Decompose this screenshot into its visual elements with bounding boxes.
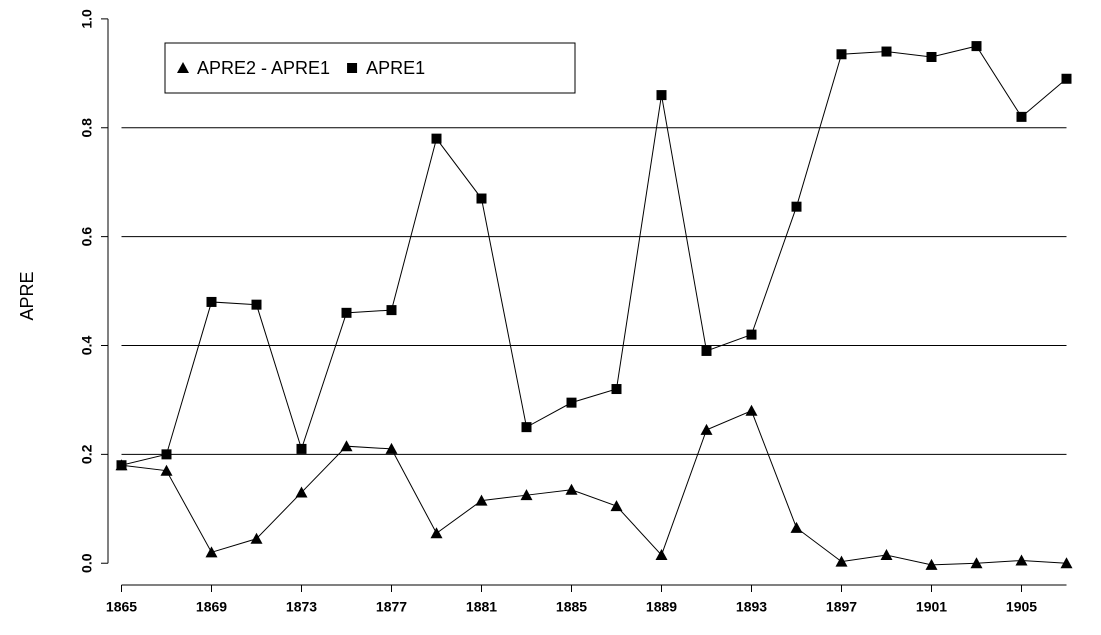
y-tick-label: 0.4 (79, 336, 95, 356)
triangle-marker (177, 62, 189, 73)
legend-box (164, 42, 576, 94)
x-tick-label: 1869 (196, 599, 227, 615)
square-marker (701, 345, 712, 356)
square-marker (971, 41, 982, 52)
square-marker (881, 46, 892, 57)
triangle-marker (1015, 554, 1028, 566)
x-tick-label: 1897 (826, 599, 857, 615)
square-marker (251, 299, 262, 310)
square-marker (926, 51, 937, 62)
y-tick-label: 0.2 (79, 444, 95, 464)
square-marker (1016, 111, 1027, 122)
y-tick-label: 0.6 (79, 227, 95, 247)
y-tick-label: 0.8 (79, 118, 95, 138)
square-marker (746, 329, 757, 340)
x-tick-label: 1877 (376, 599, 407, 615)
legend-label: APRE1 (366, 58, 425, 78)
square-marker (161, 449, 172, 460)
x-tick-label: 1901 (916, 599, 947, 615)
square-marker (656, 90, 667, 101)
triangle-marker (1060, 557, 1073, 569)
triangle-marker (610, 500, 623, 512)
triangle-marker (520, 489, 533, 501)
triangle-marker (340, 440, 353, 452)
x-tick-label: 1865 (106, 599, 137, 615)
square-marker (521, 422, 532, 433)
x-tick-label: 1873 (286, 599, 317, 615)
square-marker (347, 63, 358, 73)
y-tick-label: 0.0 (79, 553, 95, 573)
square-marker (1061, 73, 1072, 84)
triangle-marker (475, 494, 488, 506)
square-marker (836, 49, 847, 60)
triangle-marker (565, 483, 578, 495)
triangle-marker (160, 464, 173, 476)
x-tick-label: 1893 (736, 599, 767, 615)
square-marker (341, 307, 352, 318)
triangle-marker (880, 549, 893, 561)
x-tick-label: 1885 (556, 599, 587, 615)
y-axis-label: APRE (17, 271, 37, 320)
x-tick-label: 1905 (1006, 599, 1037, 615)
square-marker (386, 305, 397, 316)
triangle-marker (745, 404, 758, 416)
triangle-marker (295, 486, 308, 498)
triangle-marker (655, 549, 668, 561)
triangle-marker (835, 555, 848, 567)
triangle-marker (925, 558, 938, 570)
square-marker (431, 133, 442, 144)
series-line (121, 45, 1067, 466)
triangle-marker (790, 521, 803, 533)
square-marker (611, 384, 622, 395)
legend-label: APRE2 - APRE1 (197, 58, 330, 78)
square-marker (206, 296, 217, 307)
square-marker (791, 201, 802, 212)
triangle-marker (970, 557, 983, 569)
triangle-marker (250, 532, 263, 544)
square-marker (116, 460, 127, 471)
triangle-marker (205, 546, 218, 558)
square-marker (296, 443, 307, 454)
x-tick-label: 1881 (466, 599, 497, 615)
triangle-marker (700, 423, 713, 435)
square-marker (476, 193, 487, 204)
x-tick-label: 1889 (646, 599, 677, 615)
triangle-marker (385, 442, 398, 454)
triangle-marker (430, 527, 443, 539)
series-line (121, 410, 1067, 566)
square-marker (566, 397, 577, 408)
y-tick-label: 1.0 (79, 9, 95, 29)
